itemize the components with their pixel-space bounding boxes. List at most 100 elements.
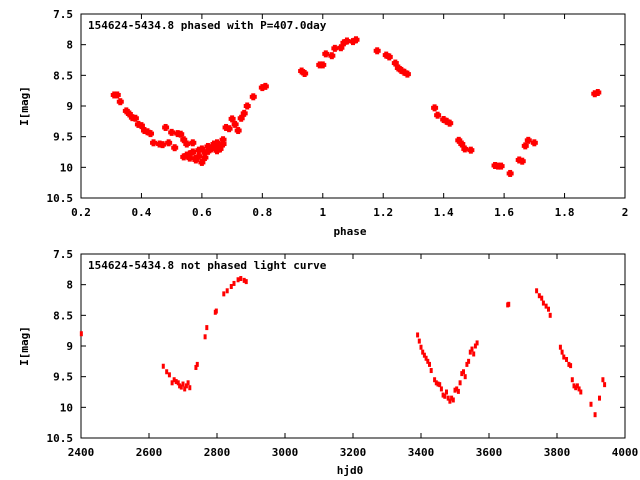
unphased-data-point <box>244 279 248 285</box>
unphased-data-point <box>181 381 185 387</box>
unphased-data-point <box>569 363 573 369</box>
unphased-data-point <box>589 401 593 407</box>
phased-data-point <box>243 102 251 110</box>
phased-x-tick-label: 1.2 <box>373 206 393 219</box>
phased-x-tick-label: 1.6 <box>494 206 514 219</box>
phased-data-point <box>186 154 194 162</box>
unphased-data-point <box>541 300 545 306</box>
phased-data-point <box>159 141 167 149</box>
unphased-data-point <box>443 393 447 399</box>
unphased-data-point <box>465 361 469 367</box>
phased-data-point <box>530 139 538 147</box>
unphased-data-point <box>548 312 552 318</box>
unphased-data-point <box>183 386 187 392</box>
unphased-data-point <box>188 385 192 391</box>
phased-x-tick-label: 1 <box>319 206 326 219</box>
unphased-plot-title: 154624-5434.8 not phased light curve <box>88 259 327 272</box>
phased-data-point <box>228 115 236 123</box>
unphased-x-tick-label: 3600 <box>476 446 503 459</box>
phased-x-tick-label: 1.4 <box>434 206 454 219</box>
unphased-data-point <box>544 303 548 309</box>
unphased-data-point <box>458 380 462 386</box>
unphased-x-tick-label: 3400 <box>408 446 435 459</box>
unphased-data-point <box>205 325 209 331</box>
phased-data-point <box>391 59 399 67</box>
phased-data-point <box>298 67 306 75</box>
phased-y-tick-label: 8.5 <box>53 69 73 82</box>
unphased-data-point <box>194 364 198 370</box>
phased-data-point <box>446 119 454 127</box>
unphased-data-point <box>462 369 465 375</box>
phased-data-point <box>189 148 197 156</box>
phased-data-point <box>225 125 233 133</box>
phased-data-point <box>319 61 327 69</box>
phased-y-tick-label: 10.5 <box>47 192 74 205</box>
unphased-data-point <box>540 295 544 301</box>
unphased-data-point <box>174 379 178 385</box>
phased-data-point <box>458 140 466 148</box>
phased-data-point <box>198 145 206 153</box>
phased-y-tick-label: 7.5 <box>53 8 73 21</box>
unphased-data-point <box>468 349 472 355</box>
phased-data-point <box>521 142 529 150</box>
phased-data-point <box>237 114 245 122</box>
phased-data-point <box>219 140 227 148</box>
phased-data-point <box>177 130 185 138</box>
unphased-panel: 2400 2600 2800 3000 3200 3400 3600 3800 4000 7.5… <box>18 248 638 477</box>
phased-y-tick-label: 10 <box>60 161 73 174</box>
unphased-x-tick-label: 3800 <box>544 446 571 459</box>
unphased-data-point <box>422 352 426 358</box>
unphased-data-point <box>598 395 601 401</box>
unphased-data-points <box>79 276 607 418</box>
phased-data-point <box>125 110 133 118</box>
phased-data-point <box>183 140 191 148</box>
unphased-data-point <box>178 383 182 389</box>
unphased-x-tick-label: 2400 <box>68 446 95 459</box>
phased-data-point <box>180 136 188 144</box>
phased-data-point <box>373 47 381 55</box>
phased-data-point <box>201 154 209 162</box>
phased-data-point <box>434 111 442 119</box>
phased-y-axis-label: I[mag] <box>18 86 31 126</box>
unphased-data-point <box>448 398 452 404</box>
unphased-data-point <box>421 349 425 355</box>
phased-data-point <box>240 109 248 117</box>
unphased-data-point <box>473 343 477 349</box>
phased-data-point <box>518 157 526 165</box>
phased-data-point <box>431 104 439 112</box>
unphased-data-point <box>239 276 243 282</box>
unphased-y-tick-label: 10 <box>60 401 73 414</box>
phased-data-point <box>261 82 269 90</box>
unphased-data-point <box>176 380 180 386</box>
phased-data-point <box>210 144 218 152</box>
unphased-data-point <box>470 346 474 352</box>
unphased-x-tick-label: 3000 <box>272 446 299 459</box>
unphased-data-point <box>433 377 437 383</box>
phased-data-point <box>394 64 402 72</box>
unphased-data-point <box>603 382 607 388</box>
phased-data-point <box>385 53 393 61</box>
phased-data-point <box>216 145 224 153</box>
unphased-data-point <box>537 293 541 299</box>
phased-data-point <box>328 52 336 60</box>
phased-data-point <box>165 139 173 147</box>
phased-y-ticks: 7.5 8 8.5 9 9.5 10 10.5 <box>47 8 625 205</box>
phased-data-point <box>113 91 121 99</box>
unphased-data-point <box>428 361 431 367</box>
unphased-data-point <box>203 334 207 340</box>
phased-x-axis-label: phase <box>333 225 366 238</box>
unphased-data-point <box>232 280 236 286</box>
phased-data-point <box>122 107 130 115</box>
phased-y-tick-label: 9 <box>66 100 73 113</box>
unphased-data-point <box>416 332 420 338</box>
phased-x-ticks: 0.2 0.4 0.6 0.8 1 1.2 1.4 1.6 1.8 2 <box>71 14 628 219</box>
phased-data-point <box>467 146 475 154</box>
phased-x-tick-label: 2 <box>622 206 629 219</box>
phased-data-point <box>524 136 532 144</box>
unphased-data-point <box>195 361 199 367</box>
unphased-data-point <box>451 397 455 403</box>
phased-x-tick-label: 0.4 <box>132 206 152 219</box>
phased-data-point <box>198 158 206 166</box>
unphased-x-axis-label: hjd0 <box>337 464 364 477</box>
